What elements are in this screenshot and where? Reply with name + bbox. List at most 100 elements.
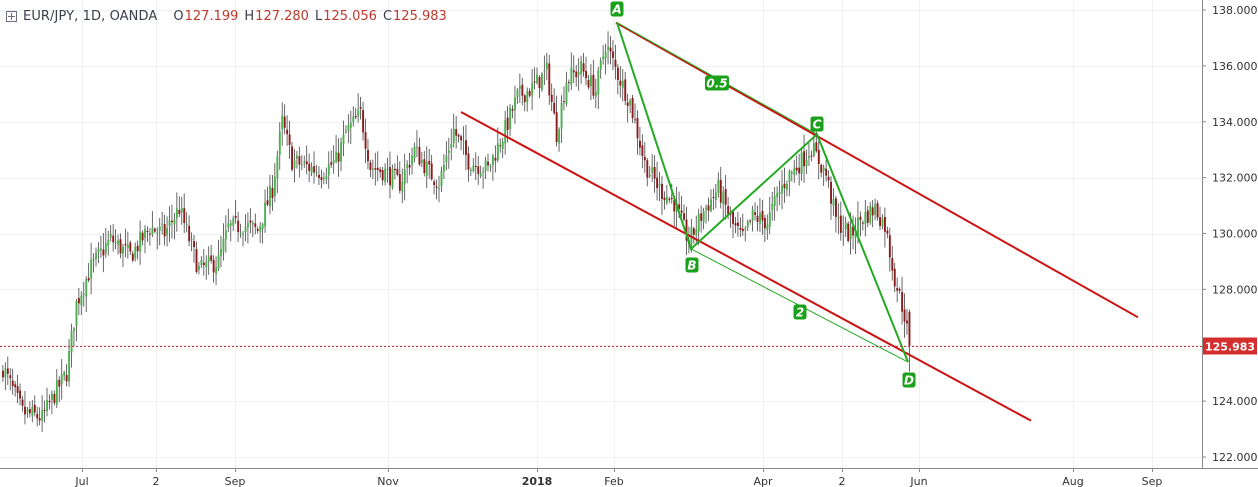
candle-bull bbox=[41, 395, 44, 432]
candle-body bbox=[692, 228, 695, 235]
candle-bear bbox=[288, 120, 291, 160]
candle-bear bbox=[430, 154, 433, 181]
y-tick-label: 124.000 bbox=[1212, 395, 1258, 408]
candle-bear bbox=[428, 148, 431, 179]
candle-body bbox=[220, 249, 222, 256]
candle-body bbox=[670, 197, 673, 200]
candle-body bbox=[832, 198, 835, 206]
candle-body bbox=[825, 168, 828, 176]
candle-body bbox=[673, 199, 676, 212]
candle-body bbox=[247, 223, 249, 228]
candle-body bbox=[46, 399, 48, 412]
candle-bear bbox=[19, 383, 22, 406]
candle-body bbox=[369, 162, 372, 171]
candle-body bbox=[808, 156, 810, 159]
candle-body bbox=[572, 70, 575, 73]
candle-bear bbox=[619, 65, 622, 98]
abcd-pattern[interactable]: A B C D 0.5 2 bbox=[610, 1, 916, 388]
candle-bull bbox=[604, 43, 607, 75]
point-label-c-text: C bbox=[813, 118, 822, 132]
candle-body bbox=[695, 229, 698, 236]
candle-body bbox=[504, 119, 507, 144]
candle-bull bbox=[180, 196, 183, 225]
channel-lines bbox=[460, 21, 1139, 422]
candle-bull bbox=[599, 57, 602, 79]
candle-bear bbox=[379, 167, 382, 178]
candle-bear bbox=[408, 152, 411, 176]
candle-bear bbox=[866, 206, 869, 227]
candle-body bbox=[545, 62, 548, 70]
candle-body bbox=[119, 239, 122, 254]
candle-bear bbox=[612, 40, 614, 71]
candle-body bbox=[242, 233, 244, 236]
candle-bear bbox=[318, 166, 320, 186]
candle-bull bbox=[800, 148, 803, 181]
candle-body bbox=[795, 167, 798, 171]
candle-bull bbox=[156, 227, 159, 250]
last-price-tag-box bbox=[1203, 337, 1257, 355]
candle-body bbox=[129, 242, 132, 252]
candle-body bbox=[741, 228, 744, 232]
candle-body bbox=[180, 207, 183, 213]
pattern-legs[interactable] bbox=[616, 22, 909, 363]
candle-bear bbox=[754, 202, 757, 221]
candle-body bbox=[63, 372, 66, 376]
candle-body bbox=[776, 193, 779, 198]
candle-bull bbox=[766, 214, 769, 240]
candle-body bbox=[381, 170, 384, 181]
candle-body bbox=[619, 80, 622, 86]
x-tick-label: Aug bbox=[1062, 475, 1083, 487]
candle-body bbox=[354, 116, 357, 118]
candle-bull bbox=[842, 215, 845, 246]
candle-body bbox=[543, 70, 546, 72]
expand-icon[interactable] bbox=[6, 11, 17, 22]
candle-bear bbox=[908, 309, 911, 372]
candle-bull bbox=[126, 231, 129, 259]
candle-body bbox=[577, 72, 580, 75]
candle-body bbox=[521, 84, 524, 96]
candle-bull bbox=[90, 242, 93, 295]
candle-body bbox=[469, 169, 472, 171]
candle-body bbox=[117, 240, 120, 245]
candle-bull bbox=[509, 103, 512, 137]
candle-body bbox=[65, 375, 68, 382]
candle-bull bbox=[844, 216, 847, 237]
candle-bull bbox=[526, 87, 529, 112]
candle-body bbox=[884, 216, 886, 232]
candle-bear bbox=[291, 142, 293, 172]
candle-body bbox=[443, 164, 445, 172]
candle-bear bbox=[16, 374, 19, 404]
candle-bull bbox=[158, 218, 161, 246]
lower-channel-line[interactable] bbox=[460, 111, 1032, 422]
candle-bear bbox=[418, 137, 421, 166]
upper-channel-line[interactable] bbox=[615, 21, 1139, 319]
candle-bull bbox=[104, 227, 107, 258]
candle-body bbox=[227, 223, 230, 228]
candle-bear bbox=[871, 199, 874, 228]
candle-body bbox=[408, 165, 411, 168]
candle-bear bbox=[538, 75, 541, 99]
candle-bear bbox=[616, 64, 619, 95]
candle-body bbox=[131, 253, 134, 261]
candle-body bbox=[90, 259, 93, 279]
candle-body bbox=[171, 220, 173, 223]
candle-body bbox=[626, 102, 629, 106]
candle-body bbox=[16, 386, 19, 393]
candle-body bbox=[548, 63, 551, 96]
candle-bull bbox=[832, 188, 835, 216]
candle-body bbox=[259, 226, 262, 232]
candle-body bbox=[31, 407, 34, 416]
candle-body bbox=[55, 380, 58, 405]
candle-bear bbox=[810, 150, 813, 162]
candle-body bbox=[318, 174, 320, 178]
candle-bear bbox=[53, 390, 56, 406]
candle-body bbox=[631, 97, 634, 119]
candle-bull bbox=[73, 326, 75, 347]
candle-bear bbox=[820, 163, 823, 178]
candle-body bbox=[215, 267, 218, 274]
candle-bull bbox=[46, 387, 48, 417]
candle-body bbox=[506, 117, 509, 130]
candle-body bbox=[73, 328, 75, 331]
candle-body bbox=[320, 177, 323, 181]
